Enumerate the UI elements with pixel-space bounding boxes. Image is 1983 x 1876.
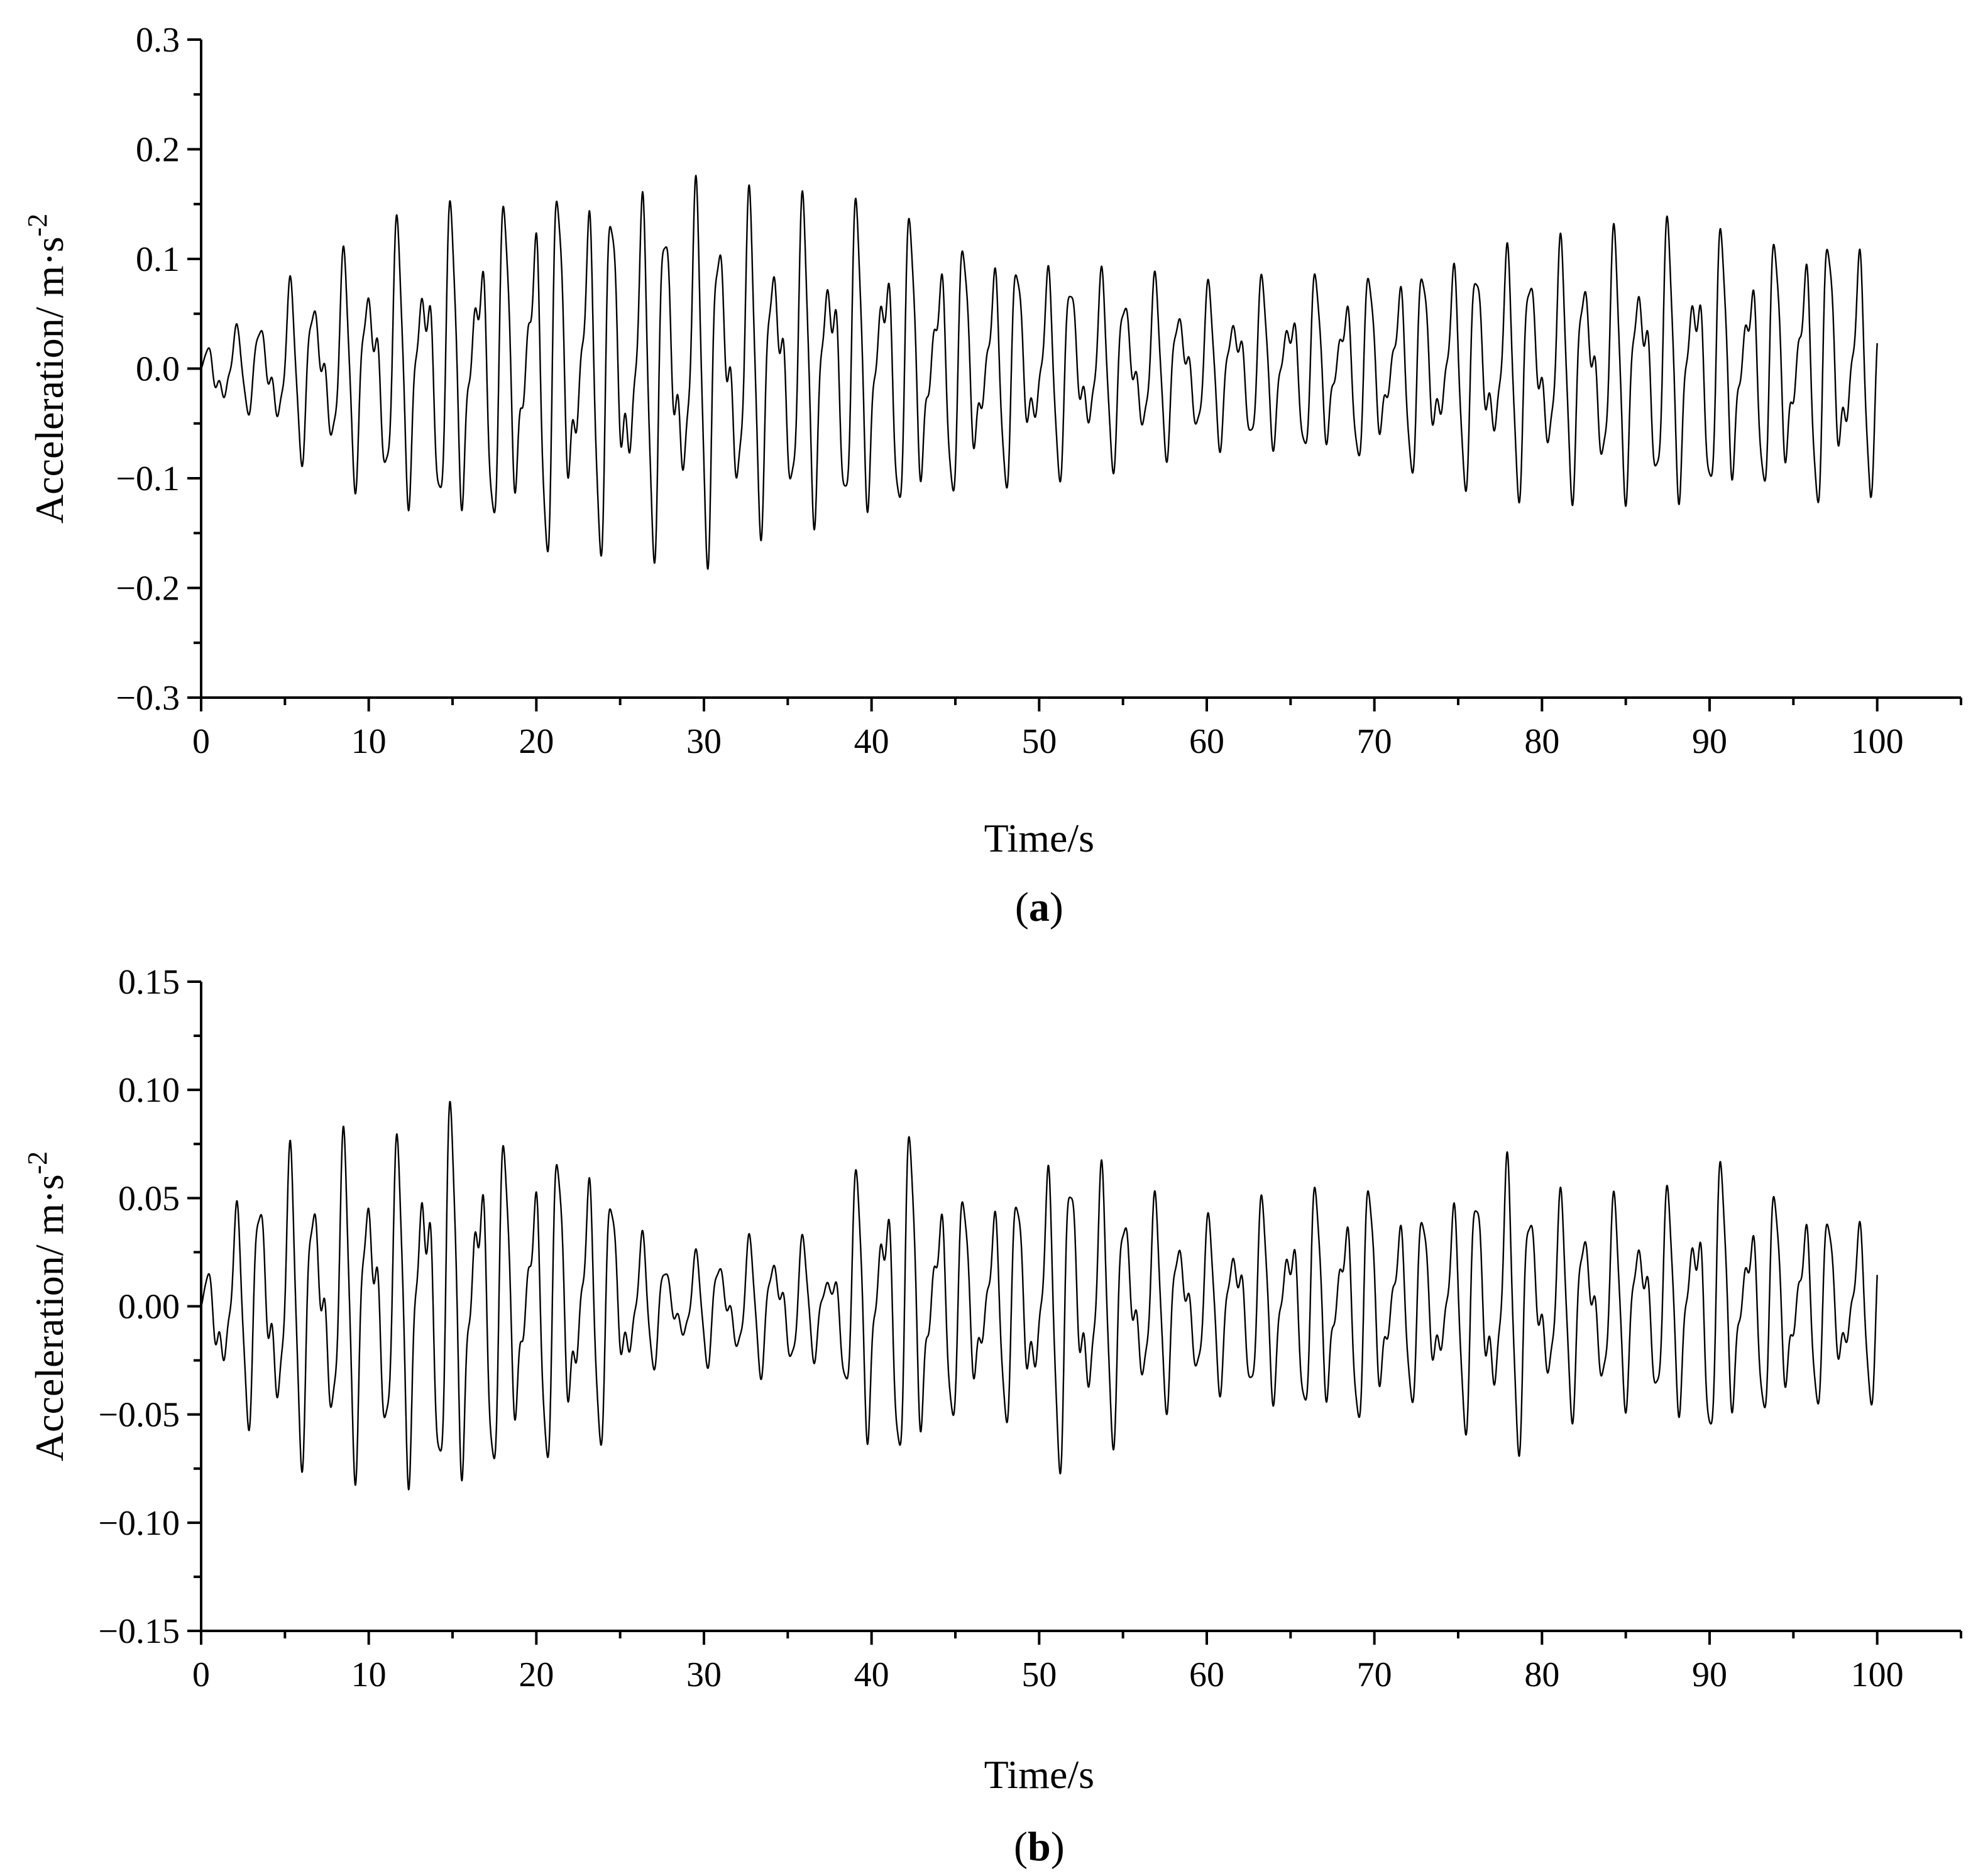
y-tick-label: 0.2: [136, 131, 180, 170]
panel-caption: (b): [1014, 1824, 1065, 1870]
x-tick-label: 0: [192, 1655, 210, 1694]
y-axis-title-text: Acceleration/ m·s: [27, 1174, 72, 1461]
x-tick-label: 20: [519, 722, 554, 761]
acceleration-series-line: [200, 175, 1878, 570]
acceleration-series-line: [200, 1100, 1878, 1491]
x-tick-label: 60: [1189, 722, 1224, 761]
y-tick-label: −0.2: [116, 569, 180, 608]
y-tick-label: 0.0: [136, 350, 180, 389]
panel-caption-close: ): [1051, 1824, 1065, 1870]
x-tick-label: 100: [1851, 722, 1904, 761]
panel-a: 0.3 0.2 0.1 0.0 −0.1 −0.2 −0.3 0 10 20 30 40 50 60 70 8…: [22, 21, 1962, 930]
y-tick-label: 0.15: [118, 963, 180, 1002]
y-tick-label: 0.00: [118, 1288, 180, 1327]
y-tick-label: 0.3: [136, 21, 180, 60]
x-tick-label: 20: [519, 1655, 554, 1694]
y-tick-label: −0.15: [98, 1612, 180, 1651]
x-tick-label: 90: [1692, 1655, 1727, 1694]
panel-b: 0.15 0.10 0.05 0.00 −0.05 −0.10 −0.15 0 10 20 30 40…: [22, 963, 1962, 1870]
x-tick-label: 40: [854, 1655, 889, 1694]
x-axis-title: Time/s: [984, 1752, 1095, 1797]
x-tick-label: 30: [686, 722, 722, 761]
x-tick-label: 50: [1021, 1655, 1057, 1694]
x-tick-label: 70: [1357, 1655, 1392, 1694]
y-tick-label: −0.10: [98, 1504, 180, 1543]
x-tick-label: 100: [1851, 1655, 1904, 1694]
x-tick-label: 60: [1189, 1655, 1224, 1694]
y-tick-label: 0.1: [136, 240, 180, 279]
x-tick-label: 10: [351, 722, 387, 761]
y-axis-title: Acceleration/ m·s-2: [22, 214, 72, 524]
y-tick-label: −0.3: [116, 679, 180, 718]
panel-caption-letter: a: [1029, 884, 1050, 930]
y-tick-label: 0.10: [118, 1071, 180, 1110]
y-axis-title-text: Acceleration/ m·s: [27, 236, 72, 524]
y-axis-title-superscript: -2: [22, 214, 53, 237]
panel-caption-open: (: [1014, 1824, 1028, 1870]
x-tick-label: 70: [1357, 722, 1392, 761]
panel-caption-open: (: [1015, 884, 1029, 930]
x-tick-label: 0: [192, 722, 210, 761]
x-tick-label: 10: [351, 1655, 387, 1694]
panel-caption-close: ): [1050, 884, 1063, 930]
x-axis-title: Time/s: [984, 816, 1095, 860]
y-tick-label: −0.05: [98, 1396, 180, 1435]
x-tick-label: 40: [854, 722, 889, 761]
x-tick-label: 80: [1524, 1655, 1559, 1694]
panel-caption: (a): [1015, 884, 1063, 930]
y-axis-title: Acceleration/ m·s-2: [22, 1151, 72, 1461]
y-axis-title-superscript: -2: [22, 1151, 53, 1175]
x-tick-label: 50: [1021, 722, 1057, 761]
y-tick-label: −0.1: [116, 459, 180, 498]
x-tick-label: 90: [1692, 722, 1727, 761]
panel-caption-letter: b: [1028, 1824, 1051, 1870]
y-tick-label: 0.05: [118, 1179, 180, 1218]
x-tick-label: 80: [1524, 722, 1559, 761]
x-tick-label: 30: [686, 1655, 722, 1694]
